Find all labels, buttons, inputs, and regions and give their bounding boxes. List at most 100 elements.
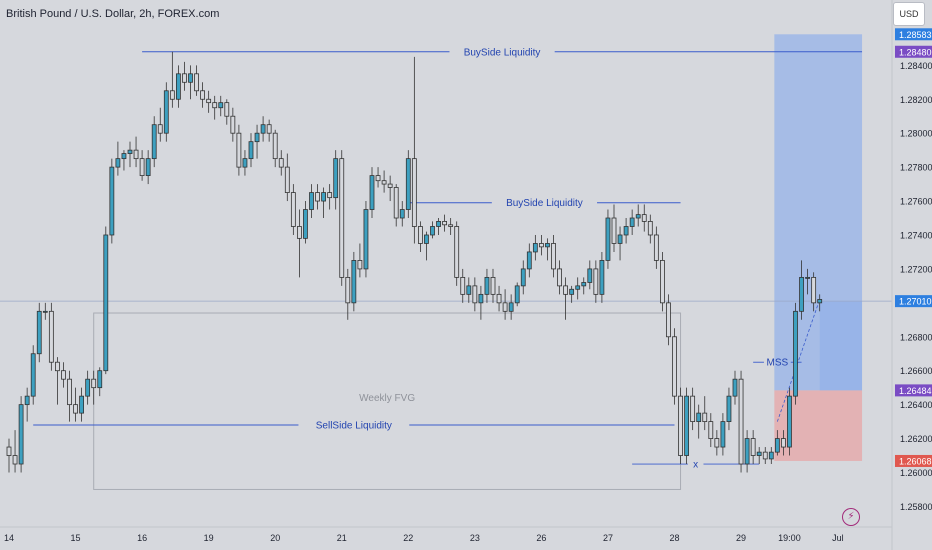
price-tag xyxy=(895,454,932,467)
candle-body xyxy=(12,455,18,465)
buyside-mid-label: BuySide Liquidity xyxy=(506,198,583,209)
x-tick-label: 23 xyxy=(470,533,480,543)
candle-body xyxy=(490,276,496,295)
candle-body xyxy=(55,361,60,372)
x-tick-label: 28 xyxy=(669,533,679,543)
candle-body xyxy=(762,451,768,460)
candle-body xyxy=(738,378,744,465)
x-tick-label: 29 xyxy=(736,533,746,543)
candle-body xyxy=(756,451,762,456)
candle-body xyxy=(266,124,272,134)
candle-body xyxy=(321,192,327,202)
y-tick-label: 1.27800 xyxy=(900,163,932,173)
candle-body xyxy=(345,276,351,304)
candle-body xyxy=(218,102,224,109)
candle-body xyxy=(278,158,284,168)
candle-body xyxy=(61,370,66,380)
candle-body xyxy=(672,336,677,397)
candle-body xyxy=(514,285,520,304)
candle-body xyxy=(690,395,696,423)
candle-body xyxy=(169,90,175,100)
x-tick-label: 20 xyxy=(270,533,280,543)
candle-body xyxy=(678,395,683,456)
target-zone xyxy=(774,34,863,391)
candle-body xyxy=(641,214,647,222)
candle-body xyxy=(653,234,659,261)
candle-body xyxy=(290,192,296,227)
candle-body xyxy=(357,260,363,270)
y-tick-label: 1.26000 xyxy=(900,468,932,478)
candle-body xyxy=(496,293,502,304)
candle-body xyxy=(605,217,611,261)
x-tick-label: 19 xyxy=(204,533,214,543)
candle-body xyxy=(369,175,375,210)
y-tick-label: 1.28400 xyxy=(900,61,932,71)
candle-body xyxy=(793,310,798,397)
mss-label: MSS xyxy=(767,358,789,369)
price-tag-label: 1.28583 xyxy=(899,30,932,40)
candle-body xyxy=(97,370,103,389)
candle-body xyxy=(472,285,478,304)
candle-body xyxy=(526,251,532,270)
x-tick-label: 26 xyxy=(536,533,546,543)
lightning-bolt-icon[interactable]: ⚡ xyxy=(842,508,860,526)
candle-body xyxy=(744,438,750,465)
x-tick-label: Jul xyxy=(832,533,844,543)
candle-body xyxy=(781,438,786,448)
currency-button[interactable]: USD xyxy=(893,2,925,26)
price-tag-label: 1.26068 xyxy=(899,456,932,466)
candle-body xyxy=(67,378,72,406)
candle-body xyxy=(399,209,405,219)
candle-body xyxy=(163,90,169,134)
candle-body xyxy=(375,175,381,182)
y-tick-label: 1.27400 xyxy=(900,230,932,240)
candle-body xyxy=(133,149,139,160)
candles-layer xyxy=(6,51,823,473)
candle-body xyxy=(200,90,206,100)
candle-body xyxy=(48,310,54,363)
candle-body xyxy=(260,124,266,134)
x-tick-label: 15 xyxy=(71,533,81,543)
x-marker-label: x xyxy=(693,460,698,471)
candle-body xyxy=(684,395,689,456)
annotation-lines-layer xyxy=(33,51,863,465)
sellside-label: SellSide Liquidity xyxy=(316,420,392,431)
price-axis: 1.25800 1.26000 1.26200 1.26400 1.26600 1.268… xyxy=(891,0,932,550)
candle-body xyxy=(405,158,411,210)
candle-body xyxy=(587,268,593,283)
candle-body xyxy=(393,187,399,219)
candle-body xyxy=(339,158,345,278)
candle-body xyxy=(799,276,804,312)
y-tick-label: 1.27200 xyxy=(900,264,932,274)
candle-body xyxy=(774,438,780,453)
candle-body xyxy=(272,132,278,160)
candle-body xyxy=(151,124,157,160)
candle-body xyxy=(387,183,393,188)
price-tag-label: 1.28480 xyxy=(899,47,932,57)
candle-body xyxy=(436,221,441,227)
price-tag xyxy=(895,384,932,397)
y-tick-label: 1.26400 xyxy=(900,400,932,410)
candle-body xyxy=(750,438,756,456)
candle-body xyxy=(109,166,115,236)
candle-body xyxy=(811,276,817,304)
candle-body xyxy=(545,243,550,248)
candle-body xyxy=(85,378,91,397)
candle-body xyxy=(720,421,726,448)
candle-body xyxy=(139,158,145,176)
candle-body xyxy=(327,192,333,199)
projection-line xyxy=(776,299,821,422)
candle-body xyxy=(817,299,823,304)
candle-body xyxy=(91,378,97,389)
y-tick-label: 1.27600 xyxy=(900,197,932,207)
candle-body xyxy=(484,276,490,295)
candle-body xyxy=(157,124,163,134)
x-tick-label: 22 xyxy=(403,533,413,543)
candle-body xyxy=(224,102,230,117)
candle-body xyxy=(284,166,290,193)
candle-body xyxy=(593,268,599,295)
candle-body xyxy=(115,158,121,168)
candle-body xyxy=(363,209,369,270)
candle-body xyxy=(212,102,218,109)
